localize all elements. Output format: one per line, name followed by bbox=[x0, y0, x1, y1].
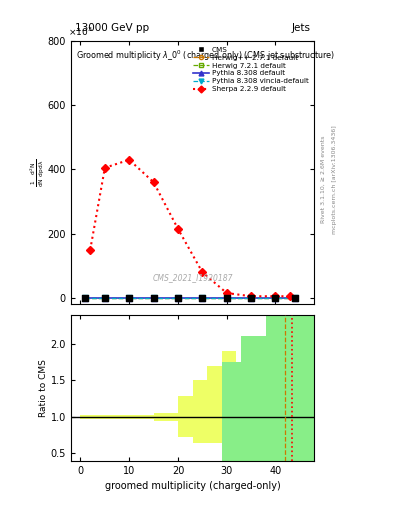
Point bbox=[224, 294, 230, 302]
Point bbox=[199, 294, 206, 302]
Text: Jets: Jets bbox=[292, 23, 310, 33]
Point bbox=[102, 294, 108, 302]
Y-axis label: Ratio to CMS: Ratio to CMS bbox=[39, 359, 48, 417]
Text: mcplots.cern.ch [arXiv:1306.3436]: mcplots.cern.ch [arXiv:1306.3436] bbox=[332, 125, 337, 233]
Text: Rivet 3.1.10, ≥ 2.6M events: Rivet 3.1.10, ≥ 2.6M events bbox=[320, 136, 325, 223]
Text: 13000 GeV pp: 13000 GeV pp bbox=[75, 23, 149, 33]
Point bbox=[175, 294, 181, 302]
Point bbox=[82, 294, 88, 302]
Text: $\times10^3$: $\times10^3$ bbox=[68, 26, 93, 38]
Point bbox=[126, 294, 132, 302]
Point bbox=[151, 294, 157, 302]
Text: CMS_2021_I1920187: CMS_2021_I1920187 bbox=[152, 273, 233, 283]
Text: Groomed multiplicity $\lambda\_0^0$ (charged only) (CMS jet substructure): Groomed multiplicity $\lambda\_0^0$ (cha… bbox=[75, 49, 335, 63]
Point bbox=[292, 294, 298, 302]
Legend: CMS, Herwig++ 2.7.1 default, Herwig 7.2.1 default, Pythia 8.308 default, Pythia : CMS, Herwig++ 2.7.1 default, Herwig 7.2.… bbox=[191, 45, 311, 94]
Point bbox=[272, 294, 279, 302]
Point bbox=[248, 294, 254, 302]
X-axis label: groomed multiplicity (charged-only): groomed multiplicity (charged-only) bbox=[105, 481, 281, 491]
Y-axis label: $\mathrm{\frac{1}{dN}\,\frac{d^{2}N}{dp\,d\lambda}}$: $\mathrm{\frac{1}{dN}\,\frac{d^{2}N}{dp\… bbox=[28, 159, 46, 187]
